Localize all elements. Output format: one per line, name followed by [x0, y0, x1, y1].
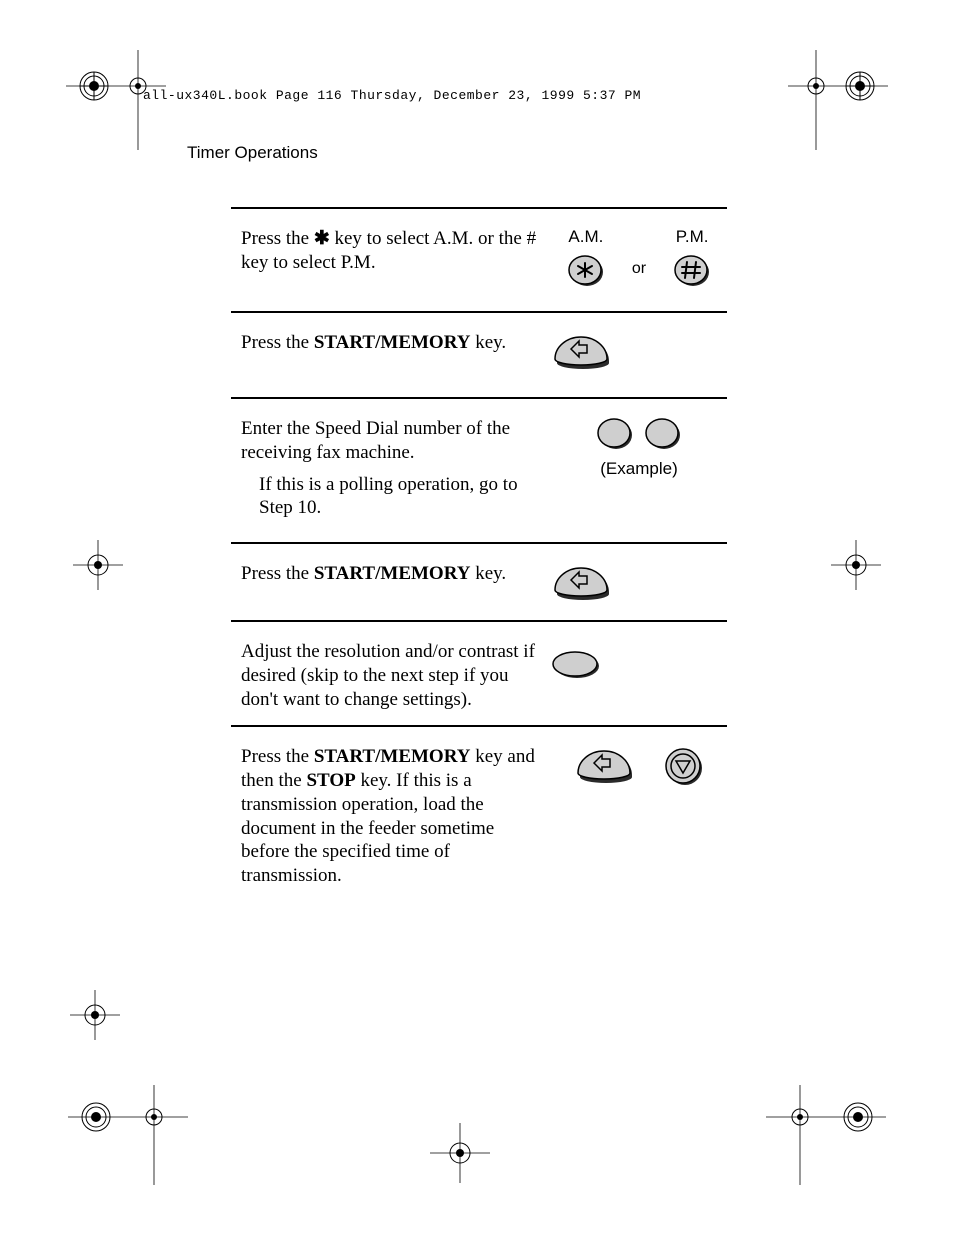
crop-mark-icon	[68, 1085, 188, 1185]
text: Press the	[241, 228, 314, 249]
instruction-text: Press the START/MEMORY key and then the …	[231, 745, 551, 888]
instruction-text: Press the ✱ key to select A.M. or the # …	[231, 227, 551, 275]
crop-mark-icon	[766, 1085, 886, 1185]
oval-key-icon	[551, 650, 601, 680]
instruction-row: Press the START/MEMORY key and then the …	[231, 727, 727, 910]
pm-label: P.M.	[676, 227, 709, 247]
instruction-text: Adjust the resolution and/or contrast if…	[231, 640, 551, 711]
start-memory-key-icon	[551, 331, 615, 375]
instruction-graphic	[551, 745, 727, 789]
instruction-row: Press the ✱ key to select A.M. or the # …	[231, 209, 727, 311]
text-bold: STOP	[306, 770, 355, 791]
crop-mark-icon	[73, 540, 123, 590]
instruction-table: Press the ✱ key to select A.M. or the # …	[231, 207, 727, 910]
instruction-graphic: A.M. or P.M.	[551, 227, 727, 289]
text: Press the	[241, 563, 314, 584]
blank-key-icon	[644, 417, 682, 451]
start-memory-key-icon	[551, 562, 615, 606]
text: key.	[470, 332, 506, 353]
text-bold: START/MEMORY	[314, 746, 471, 767]
blank-key-icon	[596, 417, 634, 451]
crop-mark-icon	[70, 990, 120, 1040]
stop-key-icon	[664, 747, 704, 787]
text: Enter the Speed Dial number of the recei…	[241, 417, 539, 465]
example-label: (Example)	[551, 459, 727, 479]
text: Adjust the resolution and/or contrast if…	[241, 640, 539, 711]
instruction-graphic	[551, 562, 727, 606]
instruction-text: Press the START/MEMORY key.	[231, 562, 551, 586]
instruction-graphic	[551, 640, 727, 680]
text-bold: START/MEMORY	[314, 563, 471, 584]
hash-key-icon	[674, 253, 710, 289]
instruction-row: Press the START/MEMORY key.	[231, 544, 727, 620]
crop-mark-icon	[788, 50, 888, 150]
page: all-ux340L.book Page 116 Thursday, Decem…	[0, 0, 954, 1235]
sub-text: If this is a polling operation, go to St…	[241, 473, 539, 521]
instruction-graphic: (Example)	[551, 417, 727, 479]
or-label: or	[632, 260, 646, 278]
instruction-graphic	[551, 331, 727, 375]
text-bold: START/MEMORY	[314, 332, 471, 353]
instruction-row: Adjust the resolution and/or contrast if…	[231, 622, 727, 725]
instruction-row: Enter the Speed Dial number of the recei…	[231, 399, 727, 542]
am-label: A.M.	[568, 227, 603, 247]
crop-mark-icon	[831, 540, 881, 590]
instruction-row: Press the START/MEMORY key.	[231, 313, 727, 397]
start-memory-key-icon	[574, 745, 638, 789]
instruction-text: Enter the Speed Dial number of the recei…	[231, 417, 551, 520]
section-title: Timer Operations	[187, 143, 318, 163]
instruction-text: Press the START/MEMORY key.	[231, 331, 551, 355]
text: Press the	[241, 332, 314, 353]
asterisk-glyph: ✱	[314, 228, 330, 249]
header-metadata: all-ux340L.book Page 116 Thursday, Decem…	[143, 88, 641, 103]
asterisk-key-icon	[568, 253, 604, 289]
text: Press the	[241, 746, 314, 767]
crop-mark-icon	[66, 50, 166, 150]
text: key.	[470, 563, 506, 584]
crop-mark-icon	[430, 1123, 490, 1183]
